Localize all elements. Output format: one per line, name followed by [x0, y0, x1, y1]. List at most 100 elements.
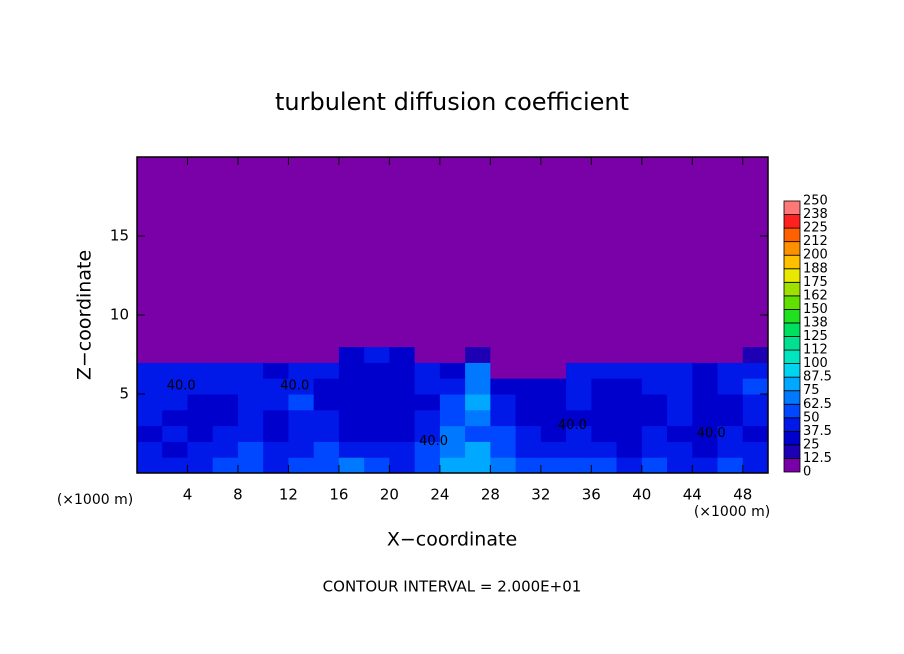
- field-cell: [490, 394, 517, 411]
- colorbar-box: [783, 308, 801, 324]
- field-cell: [540, 362, 567, 379]
- field-cell: [717, 330, 744, 348]
- y-tick-label: 5: [119, 385, 129, 403]
- field-cell: [515, 441, 542, 458]
- colorbar-box: [783, 444, 801, 459]
- x-tick-label: 8: [233, 486, 243, 504]
- field-cell: [566, 157, 592, 332]
- field-cell: [137, 157, 163, 332]
- field-cell: [490, 346, 517, 363]
- field-cell: [263, 425, 289, 442]
- field-cell: [616, 425, 643, 442]
- field-cell: [288, 346, 315, 363]
- field-cell: [616, 409, 643, 427]
- field-cell: [137, 378, 163, 395]
- field-cell: [237, 457, 264, 474]
- field-cell: [439, 362, 466, 379]
- field-cell: [237, 441, 264, 458]
- colorbar-label: 162: [803, 288, 828, 303]
- field-cell: [515, 425, 542, 442]
- field-cell: [641, 457, 668, 474]
- field-cell: [591, 346, 618, 363]
- field-cell: [414, 441, 441, 458]
- x-tick-label: 36: [582, 486, 601, 504]
- field-cell: [263, 409, 289, 427]
- field-cell: [465, 409, 491, 427]
- field-cell: [490, 441, 517, 458]
- field-cell: [566, 394, 592, 411]
- x-tick-label: 44: [683, 486, 702, 504]
- colorbar-label: 200: [803, 248, 828, 263]
- field-cell: [212, 425, 239, 442]
- colorbar-box: [783, 458, 801, 473]
- y-tick-label: 15: [110, 227, 129, 245]
- field-cell: [717, 346, 744, 363]
- field-cell: [591, 330, 618, 348]
- colorbar-box: [783, 227, 801, 243]
- field-cell: [263, 330, 289, 348]
- field-cell: [338, 346, 365, 363]
- field-cell: [263, 394, 289, 411]
- field-cell: [338, 330, 365, 348]
- colorbar-label: 0: [803, 465, 811, 480]
- colorbar-label: 12.5: [803, 451, 832, 466]
- field-cell: [692, 457, 719, 474]
- colorbar-box: [783, 254, 801, 270]
- field-cell: [540, 346, 567, 363]
- field-cell: [616, 157, 643, 332]
- field-cell: [667, 425, 693, 442]
- field-cell: [439, 378, 466, 395]
- field-cell: [187, 330, 214, 348]
- field-cell: [288, 394, 315, 411]
- x-tick-label: 24: [430, 486, 449, 504]
- field-cell: [288, 441, 315, 458]
- field-cell: [465, 394, 491, 411]
- field-cell: [414, 394, 441, 411]
- field-cell: [742, 441, 769, 458]
- colorbar-label: 238: [803, 207, 828, 222]
- colorbar-label: 212: [803, 234, 828, 249]
- colorbar-label: 150: [803, 302, 828, 317]
- field-cell: [717, 457, 744, 474]
- field-cell: [288, 457, 315, 474]
- field-cell: [616, 330, 643, 348]
- field-cell: [591, 362, 618, 379]
- field-cell: [313, 346, 340, 363]
- field-cell: [162, 409, 188, 427]
- field-cell: [591, 378, 618, 395]
- field-cell: [742, 457, 769, 474]
- field-cell: [263, 362, 289, 379]
- field-cell: [288, 425, 315, 442]
- field-cell: [667, 346, 693, 363]
- contour-label: 40.0: [697, 426, 726, 441]
- field-cell: [540, 394, 567, 411]
- colorbar-label: 112: [803, 343, 828, 358]
- field-cell: [540, 425, 567, 442]
- field-cell: [566, 441, 592, 458]
- field-cell: [212, 457, 239, 474]
- contour-label: 40.0: [167, 379, 196, 394]
- field-cell: [717, 157, 744, 332]
- field-cell: [364, 378, 390, 395]
- field-cell: [717, 441, 744, 458]
- field-cell: [641, 346, 668, 363]
- field-cell: [742, 378, 769, 395]
- field-cell: [566, 346, 592, 363]
- field-cell: [591, 441, 618, 458]
- colorbar-box: [783, 430, 801, 446]
- field-cell: [465, 425, 491, 442]
- field-cell: [515, 378, 542, 395]
- field-cell: [414, 457, 441, 474]
- colorbar-box: [783, 214, 801, 229]
- colorbar-box: [783, 376, 801, 392]
- colorbar-box: [783, 336, 801, 351]
- footnote: CONTOUR INTERVAL = 2.000E+01: [323, 578, 582, 596]
- contour-label: 40.0: [558, 418, 587, 433]
- field-cell: [212, 441, 239, 458]
- field-cell: [566, 425, 592, 442]
- colorbar-box: [783, 403, 801, 419]
- field-cell: [692, 425, 719, 442]
- colorbar-box: [783, 281, 801, 297]
- colorbar-box: [783, 200, 801, 215]
